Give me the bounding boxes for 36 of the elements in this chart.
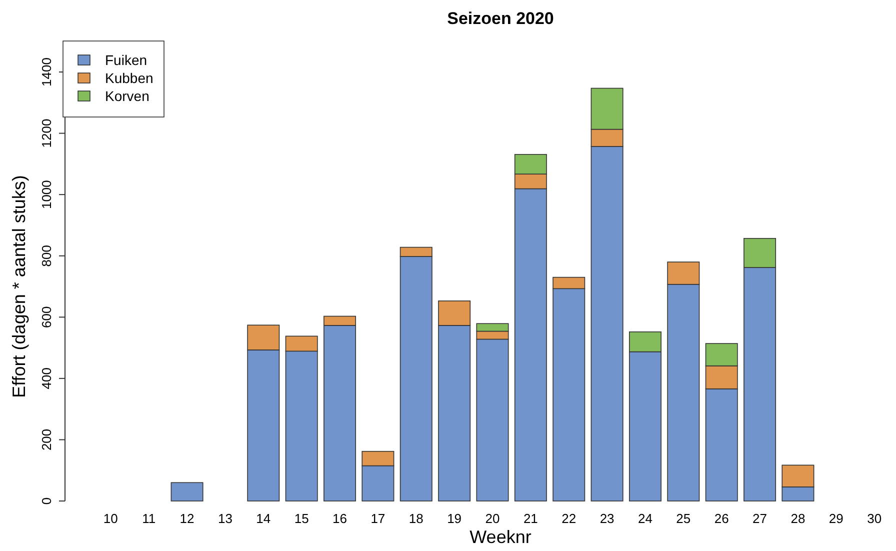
x-tick-label: 18 bbox=[408, 511, 424, 526]
x-tick-label: 21 bbox=[523, 511, 538, 526]
x-tick-label: 11 bbox=[142, 511, 156, 526]
x-tick-label: 29 bbox=[828, 511, 844, 526]
y-tick-label: 1200 bbox=[39, 118, 54, 148]
x-tick-label: 14 bbox=[256, 511, 271, 526]
y-tick-label: 600 bbox=[39, 306, 54, 328]
y-tick-label: 0 bbox=[39, 497, 54, 505]
x-tick-label: 30 bbox=[867, 511, 882, 526]
x-tick-label: 27 bbox=[752, 511, 768, 526]
y-tick-label: 400 bbox=[39, 368, 54, 390]
x-tick-label: 12 bbox=[180, 511, 194, 526]
x-axis-title: Weeknr bbox=[470, 527, 532, 547]
x-tick-label: 10 bbox=[103, 511, 118, 526]
x-tick-label: 15 bbox=[294, 511, 309, 526]
x-tick-label: 13 bbox=[218, 511, 232, 526]
legend-label: Fuiken bbox=[105, 52, 148, 68]
chart-title: Seizoen 2020 bbox=[447, 9, 554, 28]
x-tick-label: 16 bbox=[332, 511, 347, 526]
x-tick-label: 22 bbox=[562, 511, 576, 526]
y-tick-label: 200 bbox=[39, 428, 54, 451]
bar bbox=[170, 482, 204, 502]
x-tick-label: 25 bbox=[676, 511, 691, 526]
y-tick-label: 1400 bbox=[39, 58, 54, 86]
x-tick-label: 26 bbox=[714, 511, 729, 526]
x-tick-label: 19 bbox=[447, 511, 462, 526]
x-tick-label: 20 bbox=[485, 511, 500, 526]
legend-label: Korven bbox=[105, 88, 150, 104]
x-tick-label: 24 bbox=[638, 511, 652, 526]
x-tick-label: 28 bbox=[790, 511, 806, 526]
y-axis-title: Effort (dagen * aantal stuks) bbox=[9, 175, 29, 398]
x-tick-label: 23 bbox=[600, 511, 614, 526]
legend-label: Kubben bbox=[105, 70, 154, 86]
y-tick-label: 800 bbox=[39, 245, 54, 267]
x-tick-label: 17 bbox=[370, 511, 386, 526]
y-tick-label: 1000 bbox=[39, 180, 54, 210]
